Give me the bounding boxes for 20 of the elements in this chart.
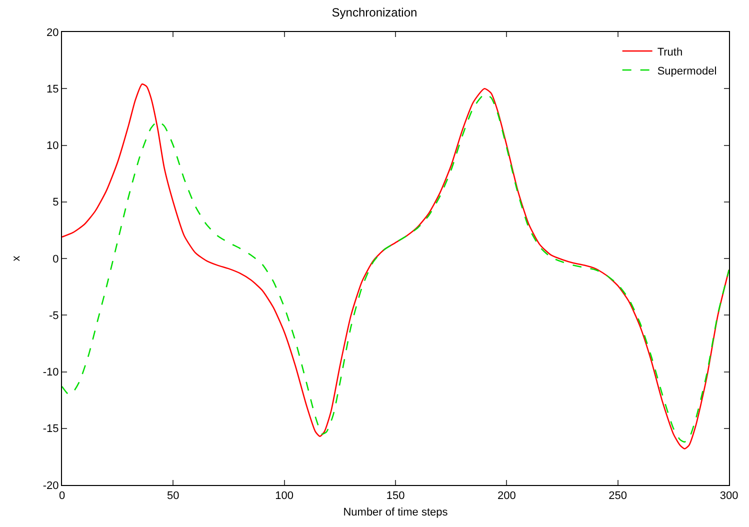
x-tick-label: 50 [167, 490, 180, 502]
x-tick-label: 250 [608, 490, 628, 502]
y-tick-label: -10 [42, 366, 59, 379]
y-tick-label: -5 [49, 310, 59, 322]
x-tick-label: 300 [720, 490, 738, 502]
y-tick-label: 20 [46, 26, 59, 39]
legend-label: Truth [657, 46, 683, 58]
y-tick-label: -20 [42, 480, 59, 492]
y-tick-label: 0 [52, 253, 59, 266]
chart-title: Synchronization [332, 5, 418, 20]
x-axis-title: Number of time steps [343, 506, 448, 518]
x-tick-label: 150 [386, 490, 405, 502]
y-tick-label: -15 [42, 423, 59, 436]
legend-label: Supermodel [657, 65, 717, 78]
y-tick-label: 10 [46, 140, 59, 152]
y-tick-label: 5 [52, 196, 59, 209]
x-tick-label: 100 [275, 490, 294, 502]
x-tick-label: 200 [497, 490, 516, 502]
y-tick-label: 15 [46, 83, 59, 96]
y-axis-title: x [10, 255, 23, 262]
